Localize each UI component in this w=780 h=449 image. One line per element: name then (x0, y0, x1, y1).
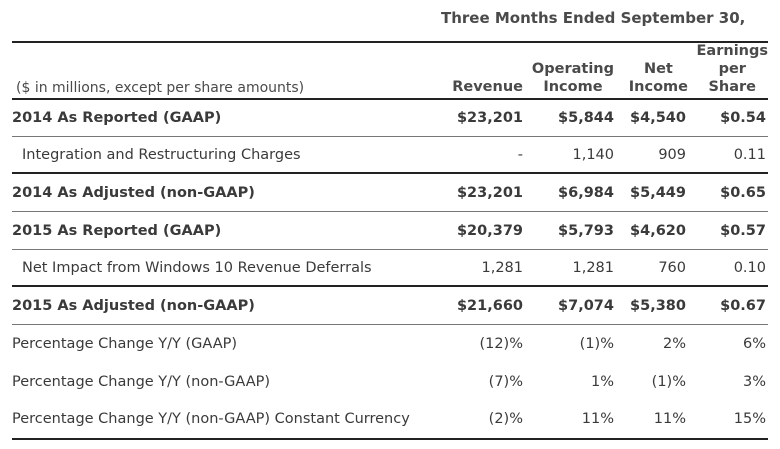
cell-net-income: (1)% (651, 374, 686, 390)
cell-net-income: 909 (658, 147, 686, 163)
col-header-eps: Earnings per Share (696, 43, 768, 95)
cell-revenue: - (517, 147, 523, 163)
row-label: Percentage Change Y/Y (non-GAAP) (12, 374, 271, 390)
cell-net-income: $4,620 (630, 223, 686, 239)
col-header-revenue: Revenue (452, 79, 523, 95)
cell-operating-income: 1% (590, 374, 614, 390)
cell-revenue: $20,379 (456, 223, 523, 239)
row-label: 2015 As Adjusted (non-GAAP) (12, 298, 255, 314)
header-bottom-rule (12, 98, 768, 100)
row-label: Percentage Change Y/Y (GAAP) (12, 336, 238, 352)
cell-net-income: $5,449 (630, 185, 686, 201)
cell-revenue: $23,201 (456, 185, 523, 201)
table-header-row: ($ in millions, except per share amounts… (12, 43, 768, 98)
cell-net-income: $5,380 (630, 298, 686, 314)
cell-revenue: (12)% (479, 336, 523, 352)
cell-revenue: $21,660 (456, 298, 523, 314)
cell-operating-income: $5,844 (558, 110, 614, 126)
cell-eps: 6% (742, 336, 766, 352)
table-row-integration-charges: Integration and Restructuring Charges - … (12, 137, 768, 174)
cell-operating-income: $6,984 (558, 185, 614, 201)
table-row-pct-change-non-gaap: Percentage Change Y/Y (non-GAAP) (7)% 1%… (12, 364, 768, 401)
cell-revenue: 1,281 (481, 260, 523, 276)
cell-net-income: $4,540 (630, 110, 686, 126)
cell-operating-income: 11% (581, 411, 614, 427)
cell-eps: $0.54 (720, 110, 766, 126)
cell-operating-income: 1,281 (572, 260, 614, 276)
cell-net-income: 760 (658, 260, 686, 276)
cell-revenue: (7)% (488, 374, 523, 390)
row-label: 2015 As Reported (GAAP) (12, 223, 222, 239)
table-row-2014-adjusted: 2014 As Adjusted (non-GAAP) $23,201 $6,9… (12, 175, 768, 212)
col-header-operating-income: Operating Income (531, 61, 614, 95)
cell-revenue: $23,201 (456, 110, 523, 126)
table-row-pct-change-gaap: Percentage Change Y/Y (GAAP) (12)% (1)% … (12, 326, 768, 363)
row-label: 2014 As Reported (GAAP) (12, 110, 222, 126)
cell-eps: 0.10 (733, 260, 766, 276)
col-header-net-income: Net Income (628, 61, 688, 95)
header-top-rule (12, 41, 768, 43)
cell-eps: 0.11 (733, 147, 766, 163)
cell-operating-income: 1,140 (572, 147, 614, 163)
table-bottom-rule (12, 438, 768, 440)
table-row-pct-change-constant-currency: Percentage Change Y/Y (non-GAAP) Constan… (12, 401, 768, 438)
units-note: ($ in millions, except per share amounts… (16, 80, 305, 96)
cell-revenue: (2)% (488, 411, 523, 427)
row-label: 2014 As Adjusted (non-GAAP) (12, 185, 255, 201)
cell-eps: $0.65 (720, 185, 766, 201)
cell-operating-income: $5,793 (558, 223, 614, 239)
cell-eps: 15% (733, 411, 766, 427)
cell-net-income: 11% (653, 411, 686, 427)
row-label: Integration and Restructuring Charges (22, 147, 301, 163)
table-row-2015-adjusted: 2015 As Adjusted (non-GAAP) $21,660 $7,0… (12, 288, 768, 325)
cell-operating-income: (1)% (579, 336, 614, 352)
table-row-2014-reported: 2014 As Reported (GAAP) $23,201 $5,844 $… (12, 100, 768, 137)
table-row-2015-reported: 2015 As Reported (GAAP) $20,379 $5,793 $… (12, 213, 768, 250)
table-row-windows10-deferrals: Net Impact from Windows 10 Revenue Defer… (12, 250, 768, 287)
cell-eps: $0.57 (720, 223, 766, 239)
cell-operating-income: $7,074 (558, 298, 614, 314)
cell-net-income: 2% (662, 336, 686, 352)
cell-eps: 3% (742, 374, 766, 390)
cell-eps: $0.67 (720, 298, 766, 314)
row-label: Percentage Change Y/Y (non-GAAP) Constan… (12, 411, 410, 427)
period-header: Three Months Ended September 30, (441, 9, 746, 27)
row-label: Net Impact from Windows 10 Revenue Defer… (22, 260, 372, 276)
